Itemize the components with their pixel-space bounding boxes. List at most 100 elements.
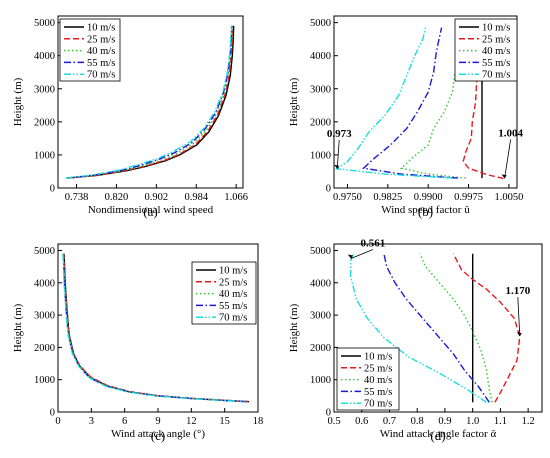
panel-label: (c) (151, 428, 165, 443)
x-tick-label: 0.9750 (333, 192, 362, 203)
series-line-40ms (399, 27, 466, 179)
series-line-40ms (66, 25, 233, 179)
legend-entry: 40 m/s (219, 289, 247, 300)
legend-box (59, 18, 121, 82)
x-axis-label: Wind attack angle (°) (111, 428, 205, 440)
y-axis-label: Height (m) (12, 77, 24, 126)
y-tick-label: 3000 (310, 84, 331, 95)
x-tick-label: 0.5 (327, 416, 340, 427)
y-axis-label: Height (m) (288, 303, 300, 352)
legend-entry: 55 m/s (482, 58, 510, 69)
y-axis-label: Height (m) (12, 303, 24, 352)
legend-entry: 40 m/s (364, 375, 392, 386)
annotation-label: 0.561 (361, 238, 386, 250)
legend-entry: 40 m/s (482, 46, 510, 57)
y-tick-label: 1000 (310, 375, 331, 386)
y-tick-label: 3000 (34, 84, 55, 95)
series-line-70ms (334, 27, 453, 179)
y-tick-label: 0 (50, 184, 55, 195)
x-tick-label: 1.066 (224, 192, 248, 203)
x-tick-label: 0.7 (383, 416, 396, 427)
y-tick-label: 1000 (34, 150, 55, 161)
legend-entry: 40 m/s (87, 46, 115, 57)
x-tick-label: 0.9 (438, 416, 451, 427)
y-tick-label: 5000 (310, 18, 331, 29)
series-line-70ms (349, 253, 487, 403)
series-line-55ms (383, 253, 490, 403)
annotation-arrow (350, 249, 374, 259)
panel-d: 0.5 0.6 0.7 0.8 0.9 1.0 1.1 1.2 0 1000 2000 3000 400… (288, 238, 543, 443)
x-axis-label: Wind attack angle factor ᾱ (380, 428, 497, 440)
y-axis-label: Height (m) (288, 77, 300, 126)
y-tick-label: 2000 (34, 343, 55, 354)
series-line-70ms (62, 253, 245, 403)
panel-label: (d) (430, 428, 445, 443)
annotation-arrowhead (347, 254, 353, 259)
x-tick-label: 12 (186, 416, 197, 427)
plot-frame (57, 15, 244, 189)
series-line-55ms (362, 27, 458, 179)
legend-entry: 70 m/s (87, 70, 115, 81)
x-tick-label: 1.0050 (494, 192, 523, 203)
annotation-arrowhead (334, 164, 340, 169)
annotation-arrow (336, 139, 340, 169)
annotation-arrowhead (516, 332, 522, 337)
y-tick-label: 5000 (34, 246, 55, 257)
x-tick-label: 0.9825 (373, 192, 402, 203)
x-tick-label: 0 (55, 416, 60, 427)
series-line-10ms (67, 25, 235, 179)
y-tick-label: 3000 (34, 311, 55, 322)
x-tick-label: 0.738 (65, 192, 89, 203)
y-tick-label: 0 (326, 408, 331, 419)
x-tick-label: 1.2 (522, 416, 535, 427)
legend-box (191, 261, 257, 325)
y-tick-label: 4000 (34, 51, 55, 62)
legend: 10 m/s25 m/s40 m/s55 m/s70 m/s (336, 347, 400, 411)
legend-entry: 70 m/s (219, 313, 247, 324)
legend-entry: 55 m/s (219, 301, 247, 312)
legend-entry: 10 m/s (219, 266, 247, 277)
y-tick-label: 1000 (310, 150, 331, 161)
legend-entry: 10 m/s (482, 23, 510, 34)
legend-entry: 25 m/s (482, 34, 510, 45)
x-tick-label: 0.9975 (454, 192, 483, 203)
series-line-25ms (452, 253, 521, 403)
x-tick-label: 18 (253, 416, 264, 427)
annotation-arrow (517, 297, 521, 337)
legend: 10 m/s25 m/s40 m/s55 m/s70 m/s (191, 261, 257, 325)
x-tick-label: 0.8 (411, 416, 424, 427)
annotation-label: 0.973 (327, 128, 352, 140)
legend-entry: 55 m/s (364, 387, 392, 398)
legend-entry: 10 m/s (87, 23, 115, 34)
y-tick-label: 3000 (310, 311, 331, 322)
x-tick-label: 0.820 (105, 192, 129, 203)
plot-frame (333, 15, 518, 189)
y-tick-label: 5000 (310, 246, 331, 257)
x-tick-label: 15 (219, 416, 230, 427)
x-tick-label: 0.9900 (414, 192, 443, 203)
x-tick-label: 3 (89, 416, 94, 427)
legend: 10 m/s25 m/s40 m/s55 m/s70 m/s (59, 18, 121, 82)
y-tick-label: 0 (50, 408, 55, 419)
panel-label: (a) (143, 204, 157, 219)
y-tick-label: 5000 (34, 18, 55, 29)
x-tick-label: 1.1 (494, 416, 507, 427)
legend-entry: 25 m/s (87, 34, 115, 45)
y-tick-label: 4000 (34, 278, 55, 289)
y-tick-label: 2000 (310, 343, 331, 354)
legend-box (454, 18, 518, 82)
annotation-arrowhead (501, 174, 507, 179)
series-line-70ms (65, 25, 232, 179)
panel-a: 0.738 0.820 0.902 0.984 1.066 0 1000 2000 3000 40… (12, 15, 248, 219)
y-tick-label: 4000 (310, 51, 331, 62)
x-tick-label: 0.902 (145, 192, 169, 203)
legend-entry: 25 m/s (219, 277, 247, 288)
annotation-label: 1.004 (498, 127, 523, 139)
panel-b: 0.9750 0.9825 0.9900 0.9975 1.0050 0 1000 2000 3… (288, 15, 523, 219)
x-tick-label: 0.984 (184, 192, 208, 203)
plot-frame (333, 243, 543, 413)
legend-entry: 70 m/s (482, 70, 510, 81)
legend-entry: 70 m/s (364, 399, 392, 410)
series-line-55ms (66, 25, 233, 179)
